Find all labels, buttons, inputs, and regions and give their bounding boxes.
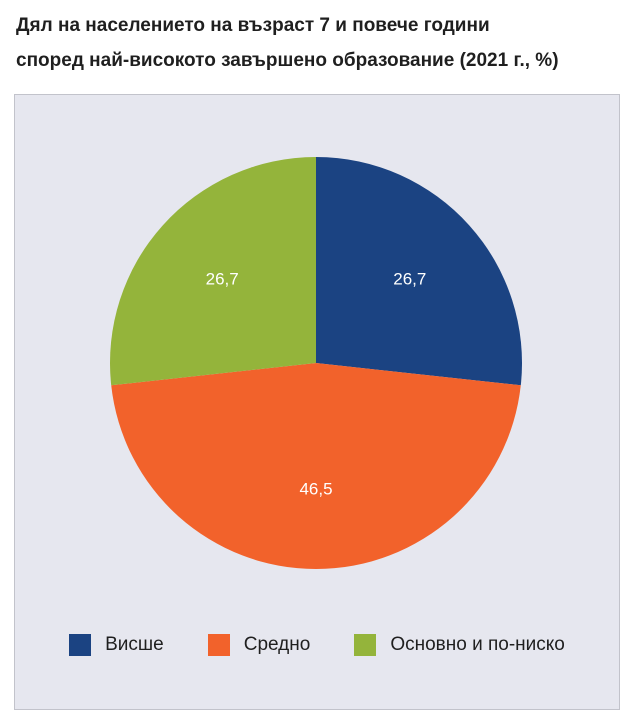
pie-slices — [109, 157, 523, 570]
chart-title-line-2: според най-високото завършено образовани… — [16, 50, 559, 71]
legend-label-osnovno: Основно и по-ниско — [390, 634, 565, 655]
pie-slice-sredno — [111, 363, 521, 570]
pie-slice-label-vishe: 26,7 — [393, 269, 426, 288]
legend-item-sredno: Средно — [207, 634, 311, 656]
legend-swatch-osnovno — [354, 634, 377, 656]
chart-panel: 26,7 46,5 26,7 Висше Средно Основно и по-н… — [14, 94, 620, 710]
legend-swatch-vishe — [69, 634, 92, 656]
pie-chart: 26,7 46,5 26,7 — [109, 157, 523, 570]
legend-item-vishe: Висше — [69, 634, 164, 656]
pie-slice-vishe — [316, 157, 523, 386]
legend-label-vishe: Висше — [105, 634, 164, 655]
pie-slice-labels: 26,7 46,5 26,7 — [206, 269, 427, 498]
chart-title-line-1: Дял на населението на възраст 7 и повече… — [16, 15, 490, 36]
chart-title: Дял на населението на възраст 7 и повече… — [16, 8, 616, 78]
pie-slice-label-sredno: 46,5 — [299, 480, 332, 499]
legend-label-sredno: Средно — [243, 634, 311, 655]
pie-slice-osnovno — [109, 157, 317, 386]
legend-item-osnovno: Основно и по-ниско — [354, 634, 565, 656]
legend-swatch-sredno — [207, 634, 230, 656]
legend: Висше Средно Основно и по-ниско — [15, 625, 619, 665]
pie-slice-label-osnovno: 26,7 — [206, 269, 239, 288]
